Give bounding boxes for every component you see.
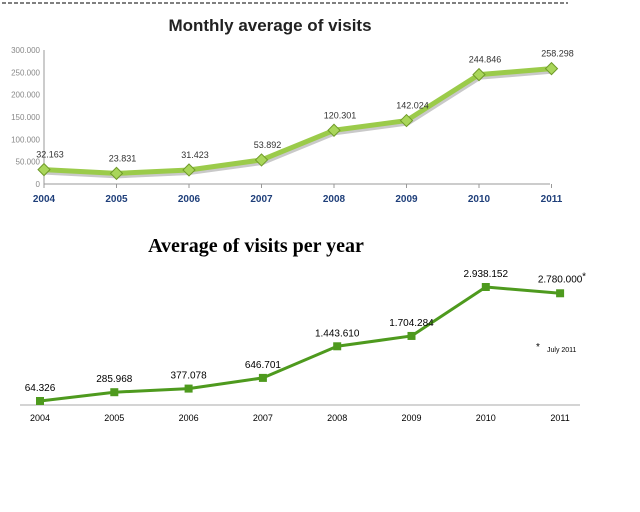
chart1-x-tick-label: 2011 — [541, 194, 563, 205]
chart-yearly-average: Average of visits per year 2004 2005 2006 2… — [20, 235, 586, 423]
chart1-data-label: 31.423 — [181, 150, 209, 160]
chart2-data-label: 1.443.610 — [315, 328, 360, 339]
chart1-y-tick-label: 250.000 — [11, 68, 40, 77]
chart2-point-marker — [258, 373, 267, 382]
chart2-data-label: 285.968 — [96, 374, 133, 385]
chart2-x-tick-label: 2006 — [179, 413, 199, 423]
chart2-point-marker — [36, 397, 44, 405]
chart-monthly-average: Monthly average of visits 0 50.000 100.000… — [11, 16, 574, 205]
chart1-y-tick-label: 100.000 — [11, 135, 40, 144]
chart1-data-label: 53.892 — [254, 140, 282, 150]
chart1-point-marker — [109, 166, 124, 181]
chart2-point-marker — [333, 342, 342, 351]
chart1-x-tick-label: 2010 — [468, 194, 491, 205]
chart2-x-tick-label: 2010 — [476, 413, 496, 423]
chart2-point-marker — [407, 331, 416, 340]
chart2-series-line — [39, 285, 561, 403]
chart1-data-label: 120.301 — [324, 110, 357, 120]
chart2-x-tick-label: 2009 — [401, 413, 421, 423]
chart1-series: 32.163 23.831 31.423 53.892 120.301 142.024 24… — [36, 49, 574, 181]
chart2-last-label-asterisk: * — [582, 271, 586, 282]
chart1-y-axis: 0 50.000 100.000 150.000 200.000 250.000 300.0… — [11, 46, 45, 189]
chart1-y-tick-label: 300.000 — [11, 46, 40, 55]
chart1-x-tick-label: 2006 — [178, 194, 201, 205]
chart2-point-marker — [556, 289, 565, 298]
chart1-point-marker — [254, 153, 269, 167]
chart1-point-marker — [37, 162, 51, 177]
chart1-data-label: 244.846 — [469, 55, 502, 65]
chart2-x-axis: 2004 2005 2006 2007 2008 2009 2010 2011 — [20, 404, 580, 423]
chart1-data-label: 32.163 — [36, 150, 64, 160]
chart1-point-marker — [399, 113, 414, 128]
chart2-title: Average of visits per year — [148, 235, 364, 257]
chart2-point-marker — [481, 283, 490, 291]
chart1-y-tick-label: 200.000 — [11, 91, 40, 100]
chart1-series-line — [43, 66, 552, 176]
chart2-data-label: 2.938.152 — [464, 269, 509, 280]
chart1-x-tick-label: 2008 — [323, 194, 346, 205]
chart2-data-label: 2.780.000 — [538, 274, 583, 285]
chart2-x-tick-label: 2011 — [550, 413, 569, 423]
chart1-y-tick-label: 0 — [36, 180, 41, 189]
chart2-data-label: 64.326 — [25, 383, 56, 394]
chart2-footnote-marker: * — [536, 342, 540, 353]
chart1-x-tick-label: 2007 — [250, 194, 273, 205]
chart2-data-label: 646.701 — [245, 360, 282, 371]
chart1-y-tick-label: 150.000 — [11, 113, 40, 122]
chart1-point-marker — [472, 67, 486, 82]
chart2-series: 64.326 285.968 377.078 646.701 1.443.610 1.70… — [25, 269, 586, 405]
chart1-data-label: 258.298 — [541, 49, 574, 59]
chart2-x-tick-label: 2007 — [253, 413, 273, 423]
chart1-title: Monthly average of visits — [168, 16, 371, 35]
chart2-footnote-text: July 2011 — [547, 347, 577, 354]
chart2-x-tick-label: 2005 — [104, 413, 124, 423]
chart2-x-tick-label: 2008 — [327, 413, 347, 423]
chart1-x-tick-label: 2004 — [33, 194, 56, 205]
chart1-point-marker — [544, 61, 559, 76]
chart1-x-tick-label: 2005 — [105, 194, 128, 205]
chart1-x-tick-label: 2009 — [395, 194, 418, 205]
chart2-point-marker — [110, 388, 119, 397]
chart1-y-tick-label: 50.000 — [16, 158, 41, 167]
chart1-data-label: 23.831 — [109, 153, 137, 163]
chart1-x-axis: 2004 2005 2006 2007 2008 2009 2010 2011 — [33, 183, 563, 205]
chart2-point-marker — [184, 384, 193, 393]
chart1-point-marker — [327, 123, 341, 137]
chart1-data-label: 142.024 — [396, 101, 429, 111]
chart2-data-label: 377.078 — [171, 371, 208, 382]
chart2-data-label: 1.704.284 — [389, 318, 434, 329]
chart2-x-tick-label: 2004 — [30, 413, 50, 423]
chart1-point-marker — [182, 163, 196, 177]
